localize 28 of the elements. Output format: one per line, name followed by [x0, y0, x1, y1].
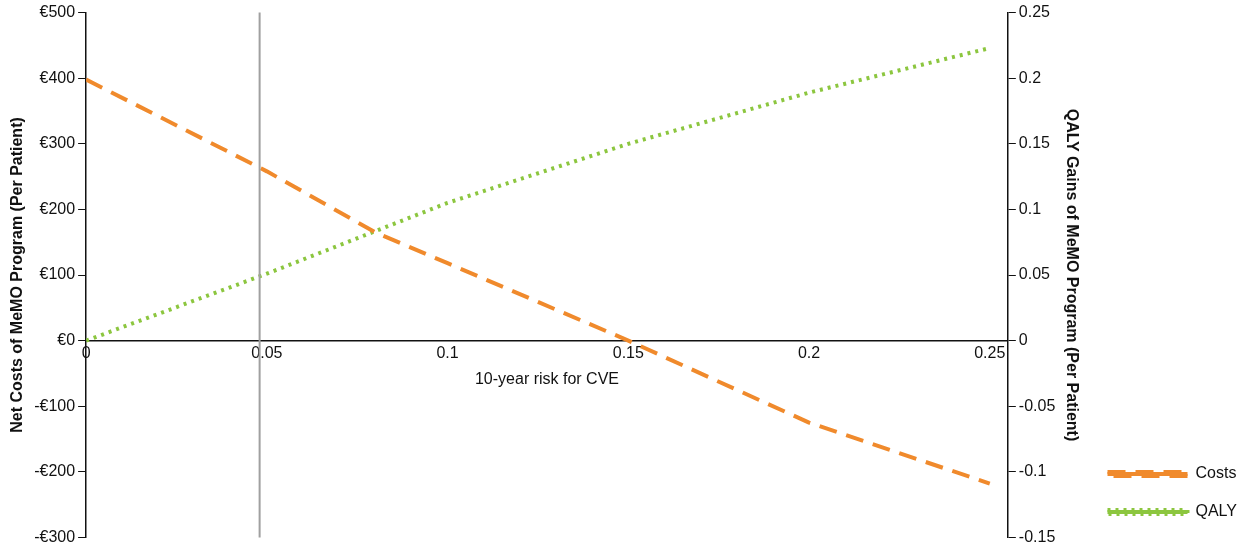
legend-label: Costs — [1195, 464, 1237, 482]
x-tick-label: 0.2 — [797, 343, 821, 361]
y2-tick-label: 0.05 — [1018, 265, 1051, 283]
y-tick-label: -€200 — [34, 462, 76, 480]
y-tick-label: €400 — [39, 68, 76, 86]
x-tick-label: 0.1 — [436, 343, 459, 361]
x-tick-label: 0.15 — [612, 343, 644, 361]
y2-tick-label: -0.1 — [1018, 462, 1047, 480]
x-tick-label: 0.05 — [251, 343, 283, 361]
y2-tick-label: -0.15 — [1018, 527, 1056, 545]
y-tick-label: €0 — [57, 331, 76, 349]
y-tick-label: €200 — [39, 199, 76, 217]
y-tick-label: €500 — [39, 3, 76, 21]
y-tick-label: €300 — [39, 134, 76, 152]
y2-tick-label: 0.2 — [1018, 68, 1042, 86]
x-tick-label: 0.25 — [974, 343, 1006, 361]
y-tick-label: €100 — [39, 265, 76, 283]
y2-axis-title: QALY Gains of MeMO Program (Per Patient) — [1064, 108, 1082, 442]
y-axis-title: Net Costs of MeMO Program (Per Patient) — [8, 117, 26, 433]
y2-tick-label: 0.15 — [1018, 134, 1051, 152]
y-tick-label: -€100 — [34, 396, 76, 414]
x-axis-title: 10-year risk for CVE — [474, 369, 619, 387]
legend-label: QALY — [1195, 502, 1238, 520]
y2-tick-label: -0.05 — [1018, 396, 1056, 414]
y-tick-label: -€300 — [34, 527, 76, 545]
y2-tick-label: 0.1 — [1018, 199, 1042, 217]
y2-tick-label: 0 — [1018, 331, 1028, 349]
y2-tick-label: 0.25 — [1018, 3, 1051, 21]
